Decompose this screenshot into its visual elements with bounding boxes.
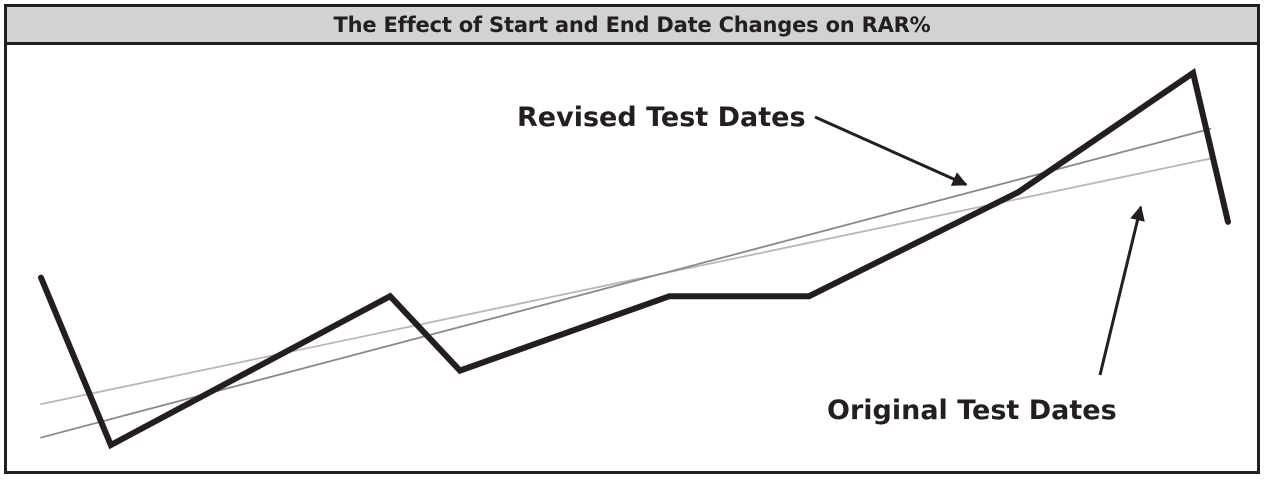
annotation-label-2: Original Test Dates <box>827 395 1117 426</box>
chart-title-bar: The Effect of Start and End Date Changes… <box>7 7 1257 45</box>
annotation-arrow-1 <box>814 115 968 186</box>
annotation-label-1: Revised Test Dates <box>517 102 806 133</box>
regression-revised-line <box>40 127 1212 439</box>
annotation-arrow-2 <box>1098 205 1145 376</box>
chart-frame: The Effect of Start and End Date Changes… <box>4 4 1260 474</box>
price-line <box>38 68 1231 450</box>
chart-title: The Effect of Start and End Date Changes… <box>333 12 931 37</box>
regression-original-line <box>40 157 1212 405</box>
